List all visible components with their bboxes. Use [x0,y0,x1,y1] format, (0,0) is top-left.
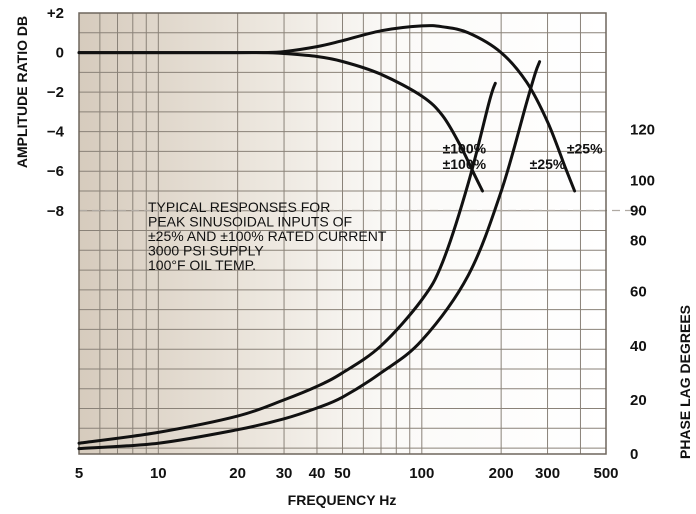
y-left-tick-labels: +2 0 −2 −4 −6 −8 [47,5,65,220]
annotation-note-line: 3000 PSI SUPPLY [148,243,264,259]
y-right-tick-label: 60 [630,284,647,301]
curve-label-phase-100: ±100% [443,141,487,157]
y-left-tick-label: −4 [47,124,65,141]
y-left-axis-title: AMPLITUDE RATIO DB [14,16,30,168]
x-tick-label: 5 [75,465,83,482]
x-tick-label: 300 [535,465,560,482]
x-tick-label: 40 [309,465,326,482]
y-right-tick-label: 80 [630,233,647,250]
annotation-note-line: 100°F OIL TEMP. [148,257,256,273]
annotation-note-line: TYPICAL RESPONSES FOR [148,199,330,215]
y-right-axis-title: PHASE LAG DEGREES [677,305,693,459]
y-left-tick-label: −2 [47,84,64,101]
phase-curve-25 [77,60,542,451]
curve-label-phase-25: ±25% [567,141,603,157]
x-tick-label: 200 [489,465,514,482]
x-tick-label: 30 [276,465,293,482]
curve-label-amp-25: ±25% [530,156,566,172]
y-right-tick-labels: 0 20 40 60 80 90 100 120 [630,121,655,463]
amplitude-curve-100 [77,51,484,193]
x-tick-label: 20 [229,465,246,482]
y-left-tick-label: +2 [47,5,64,22]
y-right-tick-label: 90 [630,203,647,220]
y-right-tick-label: 120 [630,121,655,138]
y-right-tick-label: 20 [630,392,647,409]
x-tick-label: 10 [150,465,167,482]
phase-curve-100 [77,81,497,445]
y-left-tick-label: −6 [47,163,64,180]
curves [77,24,577,451]
curve-labels: ±100% ±25% ±100% ±25% [443,141,603,173]
y-right-tick-label: 100 [630,172,655,189]
x-tick-label: 100 [409,465,434,482]
y-left-tick-label: 0 [56,45,64,62]
x-tick-labels: 5 10 20 30 40 50 100 200 300 500 [75,465,619,482]
annotation-note-line: PEAK SINUSOIDAL INPUTS OF [148,214,352,230]
plot-frame [78,12,607,455]
y-left-tick-label: −8 [47,203,64,220]
x-tick-label: 50 [334,465,351,482]
annotation-note-line: ±25% AND ±100% RATED CURRENT [148,228,387,244]
x-tick-label: 500 [593,465,618,482]
y-right-tick-label: 40 [630,338,647,355]
y-right-tick-label: 0 [630,446,638,463]
curve-label-amp-100: ±100% [443,156,487,172]
x-axis-title: FREQUENCY Hz [288,492,397,508]
